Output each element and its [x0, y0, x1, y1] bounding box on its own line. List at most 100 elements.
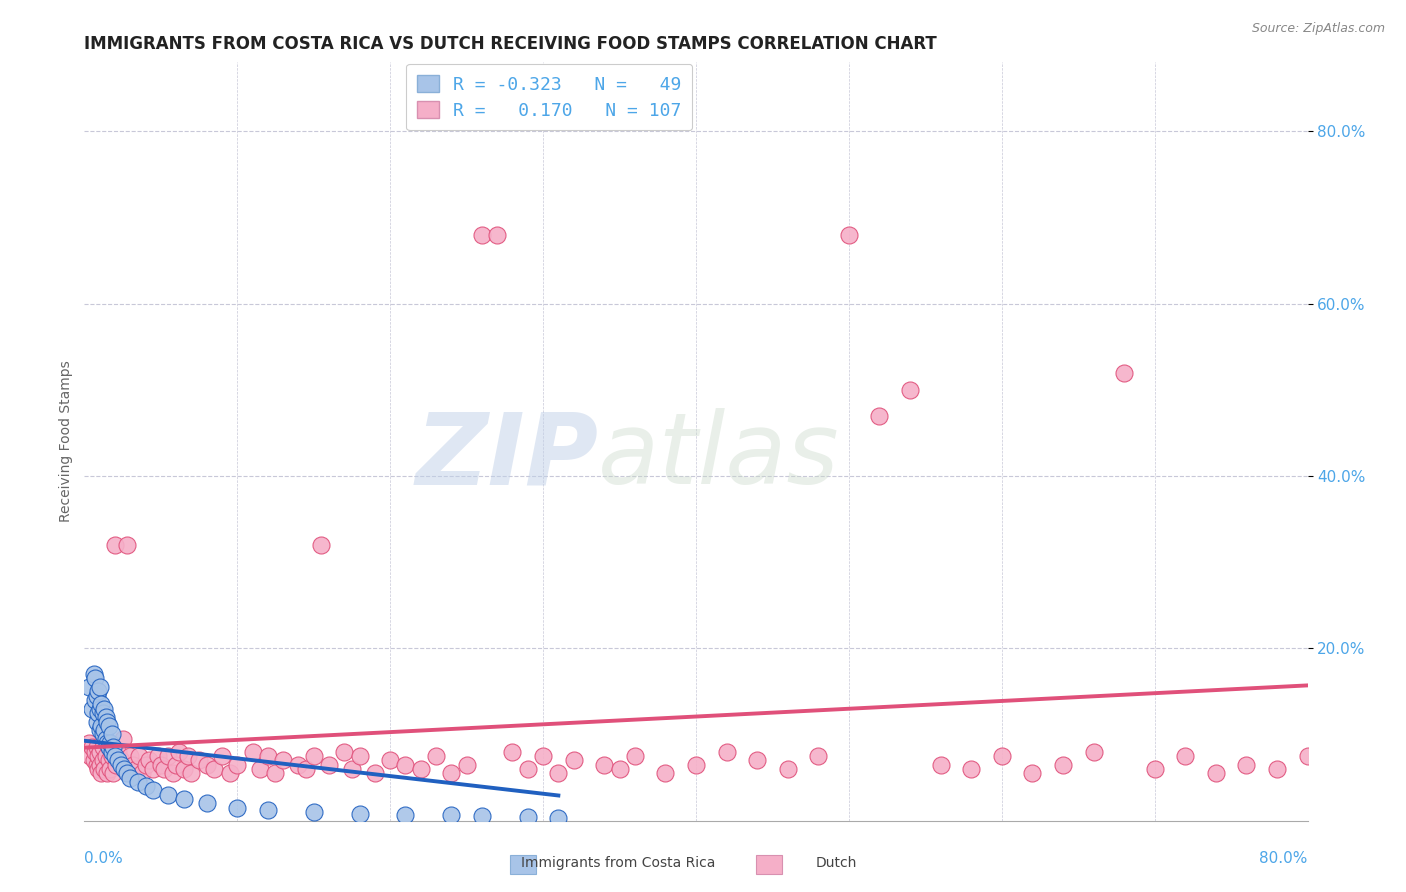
- Point: [135, 779, 157, 793]
- Point: [249, 762, 271, 776]
- Point: [173, 762, 195, 776]
- Point: [84, 693, 107, 707]
- Point: [547, 766, 569, 780]
- Point: [271, 753, 294, 767]
- Point: [87, 749, 110, 764]
- Point: [838, 227, 860, 242]
- Point: [516, 810, 538, 824]
- Point: [89, 757, 111, 772]
- Point: [127, 775, 149, 789]
- Point: [90, 698, 112, 712]
- Point: [93, 762, 115, 776]
- Point: [380, 753, 402, 767]
- Text: Dutch: Dutch: [815, 856, 858, 871]
- Point: [226, 757, 249, 772]
- Point: [318, 757, 340, 772]
- Point: [929, 757, 952, 772]
- Point: [80, 701, 103, 715]
- Point: [257, 803, 280, 817]
- Point: [89, 745, 111, 759]
- Point: [103, 766, 125, 780]
- Point: [98, 762, 121, 776]
- Point: [107, 745, 129, 759]
- Text: IMMIGRANTS FROM COSTA RICA VS DUTCH RECEIVING FOOD STAMPS CORRELATION CHART: IMMIGRANTS FROM COSTA RICA VS DUTCH RECE…: [84, 35, 938, 53]
- Point: [173, 792, 195, 806]
- Point: [98, 736, 121, 750]
- Text: atlas: atlas: [598, 409, 839, 505]
- Point: [96, 766, 118, 780]
- Legend: R = -0.323   N =   49, R =   0.170   N = 107: R = -0.323 N = 49, R = 0.170 N = 107: [406, 64, 692, 130]
- Text: Source: ZipAtlas.com: Source: ZipAtlas.com: [1251, 22, 1385, 36]
- Point: [97, 753, 120, 767]
- Point: [1021, 766, 1043, 780]
- Point: [502, 745, 524, 759]
- Point: [807, 749, 830, 764]
- Point: [86, 714, 108, 729]
- Point: [101, 727, 124, 741]
- Text: 80.0%: 80.0%: [1260, 851, 1308, 866]
- Point: [112, 762, 135, 776]
- Point: [409, 762, 432, 776]
- Point: [90, 766, 112, 780]
- Point: [91, 727, 114, 741]
- Point: [157, 749, 180, 764]
- Point: [111, 731, 134, 746]
- Point: [257, 749, 280, 764]
- Point: [96, 736, 118, 750]
- Point: [177, 749, 200, 764]
- Point: [1143, 762, 1166, 776]
- Point: [103, 740, 125, 755]
- Point: [165, 757, 187, 772]
- Point: [340, 762, 363, 776]
- Text: 0.0%: 0.0%: [84, 851, 124, 866]
- Point: [349, 749, 371, 764]
- Point: [364, 766, 387, 780]
- Point: [302, 805, 325, 819]
- Y-axis label: Receiving Food Stamps: Receiving Food Stamps: [59, 360, 73, 523]
- Point: [86, 740, 108, 755]
- Point: [77, 680, 100, 694]
- Point: [1114, 366, 1136, 380]
- Point: [333, 745, 356, 759]
- Point: [180, 766, 202, 780]
- Point: [516, 762, 538, 776]
- Point: [80, 740, 103, 755]
- Point: [94, 749, 117, 764]
- Point: [716, 745, 738, 759]
- Point: [302, 749, 325, 764]
- Point: [138, 753, 160, 767]
- Point: [79, 749, 101, 764]
- Point: [94, 731, 117, 746]
- Point: [115, 538, 138, 552]
- Point: [101, 749, 124, 764]
- Point: [747, 753, 769, 767]
- Point: [167, 745, 190, 759]
- Point: [105, 757, 128, 772]
- Point: [142, 762, 165, 776]
- Point: [562, 753, 585, 767]
- Point: [440, 766, 463, 780]
- Point: [87, 684, 110, 698]
- Point: [86, 689, 108, 703]
- Point: [1327, 766, 1350, 780]
- Point: [107, 753, 129, 767]
- Point: [86, 757, 108, 772]
- Point: [394, 807, 416, 822]
- Point: [96, 714, 118, 729]
- Point: [425, 749, 447, 764]
- Point: [84, 745, 107, 759]
- Point: [97, 740, 120, 755]
- Point: [162, 766, 184, 780]
- Point: [110, 753, 132, 767]
- Point: [211, 749, 233, 764]
- Point: [1052, 757, 1074, 772]
- Point: [218, 766, 240, 780]
- Point: [87, 762, 110, 776]
- Point: [898, 383, 921, 397]
- Point: [91, 753, 114, 767]
- Point: [311, 538, 333, 552]
- Point: [394, 757, 416, 772]
- Point: [149, 757, 172, 772]
- Point: [593, 757, 616, 772]
- Point: [101, 745, 124, 759]
